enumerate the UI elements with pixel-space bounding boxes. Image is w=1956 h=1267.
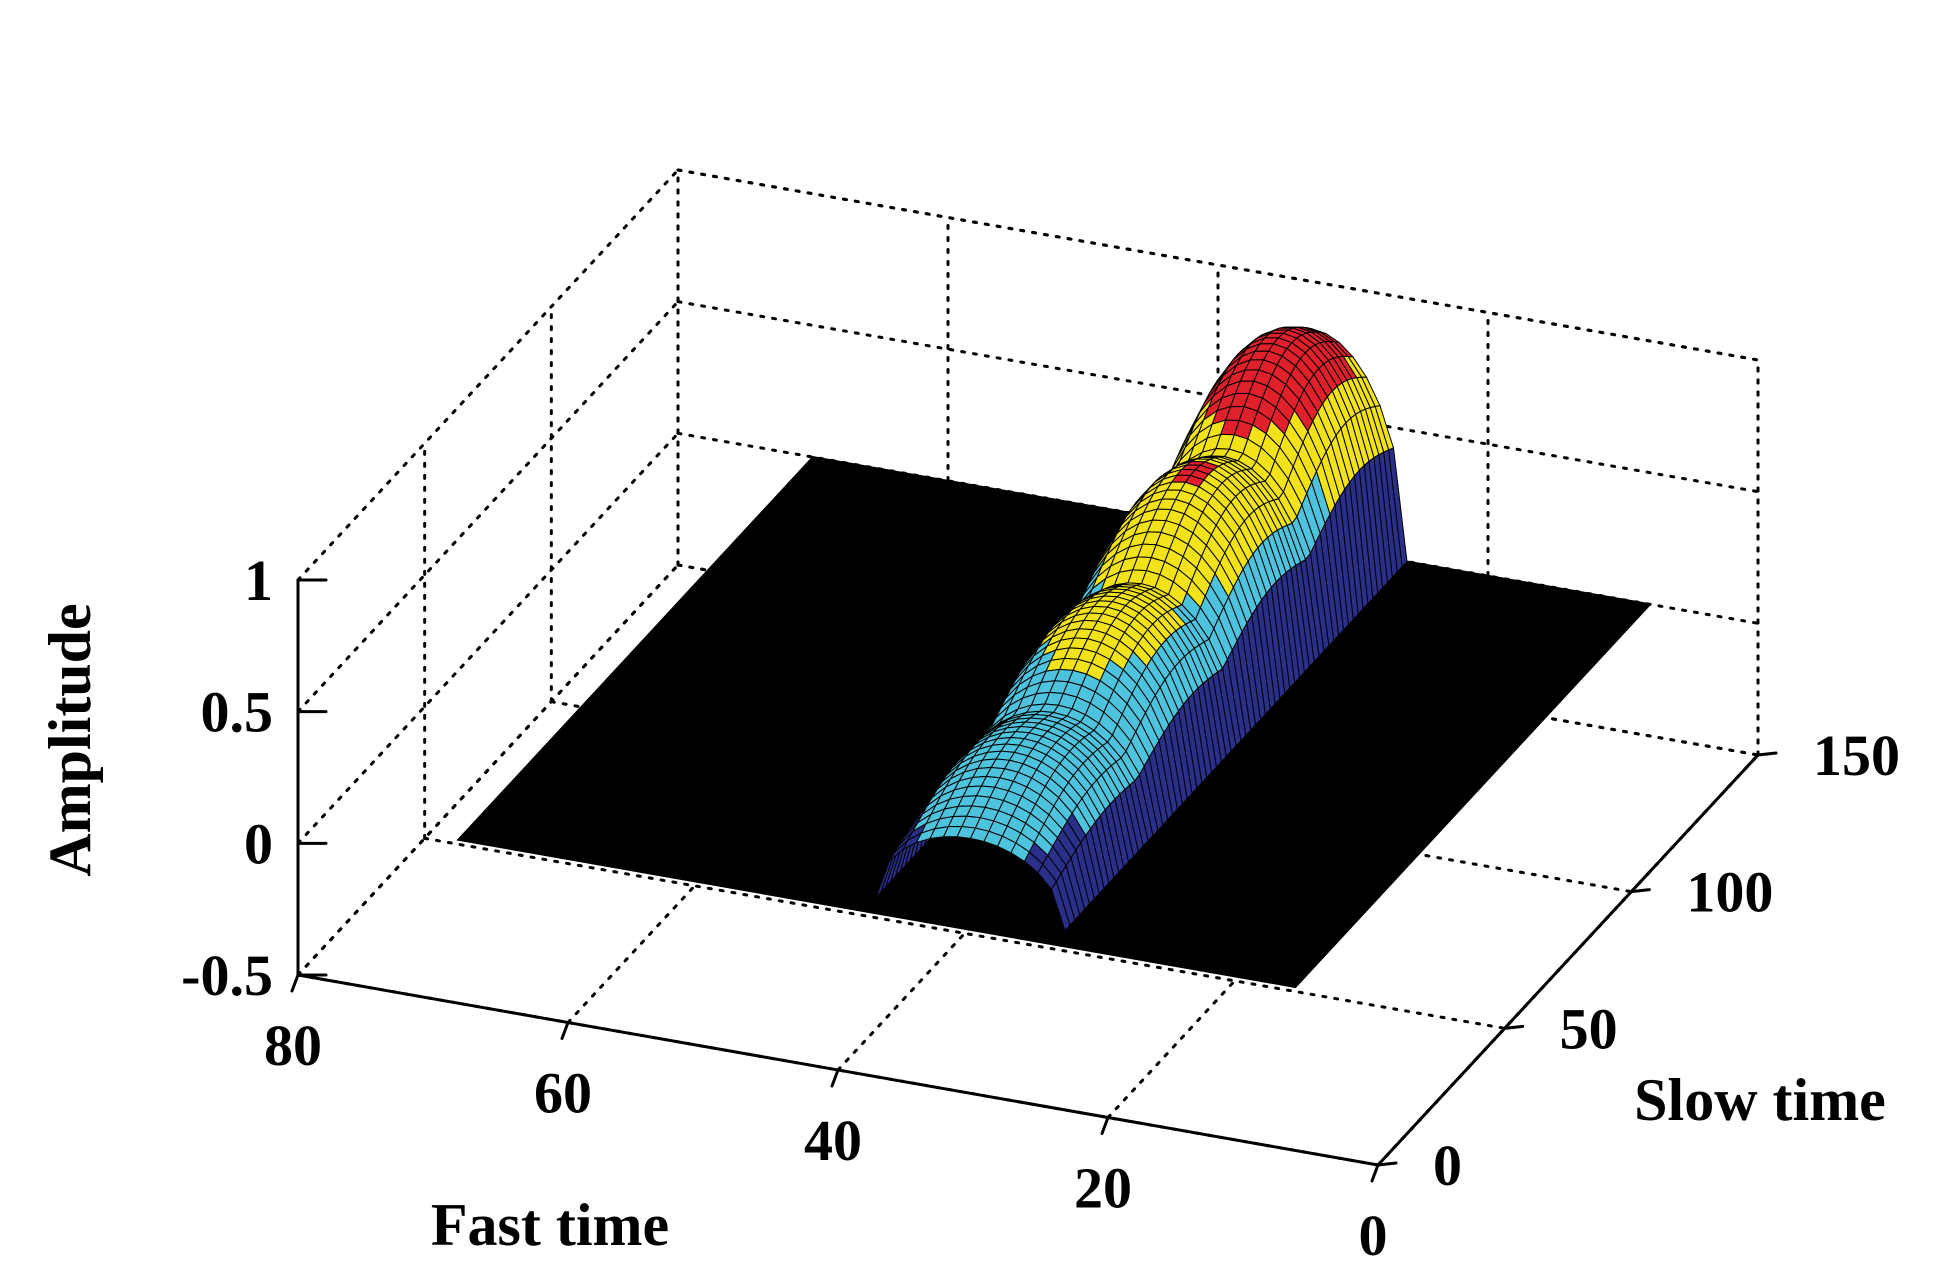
x-tick-label: 0 xyxy=(1359,1203,1388,1267)
x-tick-mark xyxy=(290,973,300,993)
grid-line xyxy=(296,300,680,714)
grid-line xyxy=(423,836,1507,1030)
x-tick-label: 20 xyxy=(1074,1156,1132,1221)
axes xyxy=(290,578,1778,1183)
grid-line xyxy=(296,431,680,845)
x-tick-mark xyxy=(830,1068,840,1088)
z-axis-label: Amplitude xyxy=(37,603,103,876)
grid-line xyxy=(296,168,680,582)
y-tick-mark xyxy=(1756,751,1778,757)
y-tick-label: 100 xyxy=(1686,860,1773,925)
tick-labels: 0 20 40 60 80 0 50 100 150 -0.5 0 0.5 1 xyxy=(181,548,1900,1267)
x-tick-mark xyxy=(560,1021,570,1040)
y-tick-label: 0 xyxy=(1433,1133,1462,1198)
y-tick-label: 50 xyxy=(1560,996,1618,1061)
box-edge xyxy=(676,168,1760,362)
y-tick-mark xyxy=(1629,888,1651,894)
surface-plot xyxy=(456,326,1652,989)
x-tick-mark xyxy=(1100,1116,1110,1135)
z-tick-label: 0 xyxy=(244,811,273,876)
grid-line xyxy=(676,300,1760,494)
x-axis-label: Fast time xyxy=(431,1192,669,1258)
y-axis-line xyxy=(1376,753,1760,1167)
x-tick-label: 40 xyxy=(804,1108,862,1173)
x-tick-mark xyxy=(1370,1163,1380,1183)
z-tick-label: 0.5 xyxy=(201,680,274,745)
y-axis-label: Slow time xyxy=(1634,1067,1886,1133)
z-tick-label: 1 xyxy=(244,548,273,613)
y-tick-label: 150 xyxy=(1813,723,1900,788)
grid-line xyxy=(296,563,680,977)
x-tick-label: 60 xyxy=(534,1061,592,1126)
y-tick-mark xyxy=(1503,1024,1525,1030)
z-tick-label: -0.5 xyxy=(181,943,273,1008)
x-tick-label: 80 xyxy=(264,1013,322,1078)
y-tick-mark xyxy=(1376,1161,1398,1167)
surface-facet xyxy=(1050,880,1071,932)
